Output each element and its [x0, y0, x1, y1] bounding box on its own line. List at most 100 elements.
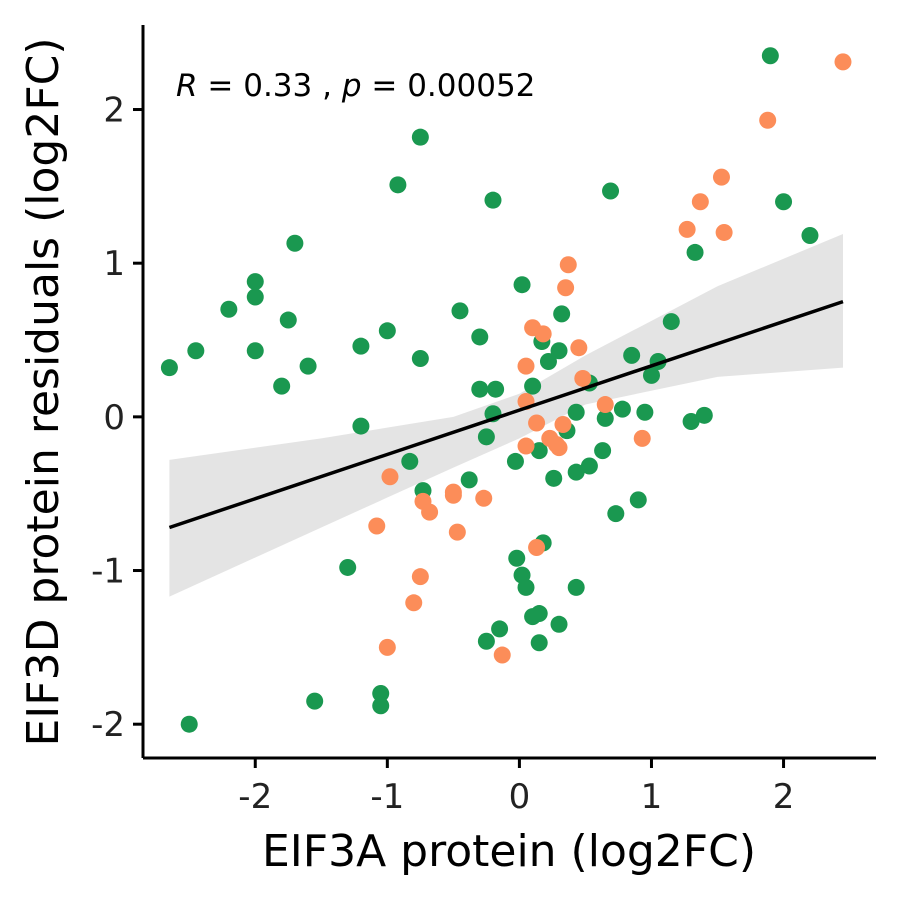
x-tick-label: -1: [370, 777, 404, 817]
point-orange-34: [834, 53, 852, 71]
point-green-28: [477, 632, 495, 650]
point-orange-2: [378, 638, 396, 656]
point-green-9: [299, 357, 317, 375]
point-green-42: [530, 442, 548, 460]
point-orange-16: [528, 414, 546, 432]
point-orange-0: [381, 468, 399, 486]
point-green-57: [596, 409, 614, 427]
point-orange-23: [557, 279, 575, 297]
point-orange-4: [421, 503, 439, 521]
x-tick-label: 0: [509, 777, 531, 817]
point-green-61: [623, 346, 641, 364]
point-green-24: [460, 471, 478, 489]
point-orange-17: [528, 538, 546, 556]
point-green-56: [594, 442, 612, 460]
point-green-1: [187, 342, 205, 360]
point-green-69: [695, 406, 713, 424]
point-orange-27: [596, 396, 614, 414]
point-green-12: [339, 558, 357, 576]
axes-layer: [141, 25, 876, 760]
point-green-51: [567, 403, 585, 421]
point-orange-18: [534, 325, 552, 343]
point-green-14: [352, 417, 370, 435]
point-green-37: [517, 578, 535, 596]
point-orange-10: [475, 489, 493, 507]
correlation-annotation: R = 0.33 , p = 0.00052: [176, 68, 535, 104]
point-orange-8: [444, 483, 462, 501]
p-label: p: [341, 68, 362, 104]
point-green-33: [506, 452, 524, 470]
point-orange-21: [550, 439, 568, 457]
point-green-3: [246, 273, 264, 291]
point-green-72: [801, 227, 819, 245]
point-green-48: [553, 305, 571, 323]
point-green-40: [530, 634, 548, 652]
point-green-26: [471, 380, 489, 398]
point-green-35: [508, 549, 526, 567]
point-orange-9: [448, 523, 466, 541]
point-green-5: [246, 342, 264, 360]
point-green-32: [491, 620, 509, 638]
point-orange-22: [554, 416, 572, 434]
points-layer: [160, 47, 852, 733]
point-green-16: [372, 697, 390, 715]
y-tick-label: -2: [91, 705, 125, 745]
point-orange-32: [715, 223, 733, 241]
point-orange-33: [759, 111, 777, 129]
x-tick-label: -2: [238, 777, 272, 817]
point-green-59: [607, 505, 625, 523]
point-green-27: [477, 428, 495, 446]
point-green-20: [411, 128, 429, 146]
point-green-41: [530, 605, 548, 623]
point-orange-11: [493, 646, 511, 664]
x-tick-label: 2: [773, 777, 795, 817]
point-green-2: [220, 300, 238, 318]
point-green-46: [545, 469, 563, 487]
x-axis-title: EIF3A protein (log2FC): [262, 826, 756, 877]
point-orange-12: [517, 357, 535, 375]
y-tick-label: 1: [103, 244, 125, 284]
point-orange-29: [678, 220, 696, 238]
point-green-63: [636, 403, 654, 421]
point-green-67: [682, 412, 700, 430]
point-green-47: [550, 342, 568, 360]
point-orange-28: [633, 429, 651, 447]
point-orange-6: [405, 594, 423, 612]
y-tick-label: -1: [91, 552, 125, 592]
point-orange-24: [559, 256, 577, 274]
point-green-15: [372, 684, 390, 702]
point-green-19: [401, 452, 419, 470]
point-green-58: [602, 182, 620, 200]
point-green-45: [539, 353, 557, 371]
point-green-21: [411, 349, 429, 367]
r-value-text: = 0.33 ,: [198, 68, 342, 104]
point-green-52: [567, 463, 585, 481]
point-green-18: [389, 176, 407, 194]
point-green-13: [352, 337, 370, 355]
point-green-34: [513, 276, 531, 294]
point-green-66: [662, 313, 680, 331]
point-green-6: [273, 377, 291, 395]
point-green-25: [471, 328, 489, 346]
y-axis-title: EIF3D protein residuals (log2FC): [18, 37, 69, 746]
point-green-68: [686, 243, 704, 261]
point-green-17: [378, 322, 396, 340]
point-orange-30: [691, 193, 709, 211]
regression-line-layer: [168, 299, 844, 530]
point-green-71: [775, 193, 793, 211]
point-green-70: [761, 47, 779, 65]
regression-line: [168, 299, 844, 530]
point-green-4: [246, 288, 264, 306]
p-value-text: = 0.00052: [362, 68, 536, 104]
point-green-10: [180, 715, 198, 733]
point-green-0: [160, 359, 178, 377]
point-green-53: [567, 578, 585, 596]
point-orange-26: [574, 369, 592, 387]
point-orange-31: [712, 168, 730, 186]
point-green-23: [451, 302, 469, 320]
point-green-55: [580, 457, 598, 475]
point-green-60: [613, 400, 631, 418]
point-green-29: [484, 191, 502, 209]
point-green-7: [279, 311, 297, 329]
